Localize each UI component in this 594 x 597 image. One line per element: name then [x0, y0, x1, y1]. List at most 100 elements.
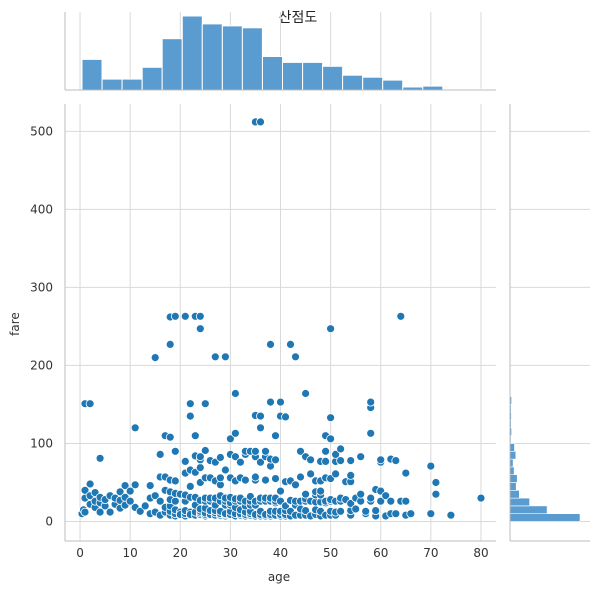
scatter-point [180, 311, 190, 321]
scatter-point [95, 507, 105, 517]
chart-title: 산점도 [279, 10, 318, 26]
scatter-point [401, 496, 411, 506]
scatter-grid [65, 104, 496, 541]
scatter-point [346, 470, 356, 480]
scatter-point [250, 446, 260, 456]
scatter-point [170, 476, 180, 486]
age-histogram-bar [181, 15, 203, 91]
fare-histogram-bar [509, 489, 520, 499]
scatter-point [150, 491, 160, 501]
scatter-point [271, 431, 280, 441]
scatter-point [165, 432, 175, 442]
scatter-point [336, 444, 346, 454]
scatter-point [256, 457, 265, 467]
scatter-point [220, 465, 230, 475]
age-histogram-bar [342, 74, 364, 91]
age-marginal-histogram [79, 12, 484, 91]
x-tick-label: 40 [273, 546, 288, 560]
scatter-point [266, 397, 275, 407]
scatter-point [95, 453, 105, 463]
scatter-point [291, 352, 300, 362]
age-histogram-bar [302, 61, 324, 91]
scatter-point [336, 456, 346, 466]
scatter-point [125, 486, 135, 496]
scatter-point [326, 413, 336, 423]
scatter-point [230, 452, 240, 462]
fare-histogram-bar [509, 443, 515, 452]
scatter-point [256, 423, 265, 433]
scatter-point [316, 486, 326, 496]
scatter-point [306, 469, 316, 479]
scatter-point [271, 474, 280, 484]
scatter-point [376, 455, 386, 465]
age-histogram-bar [201, 23, 223, 91]
scatter-point [185, 411, 195, 421]
age-histogram-bar [382, 79, 404, 91]
scatter-point [376, 496, 386, 506]
y-tick-label: 200 [30, 358, 53, 372]
axes: 0 10 20 30 40 50 60 70 80 0 100 200 300 400 500 [30, 12, 590, 560]
scatter-point [296, 446, 305, 456]
scatter-point [406, 509, 416, 519]
y-tick-label: 500 [30, 124, 53, 138]
scatter-point [351, 504, 361, 514]
scatter-point [336, 506, 346, 516]
scatter-point [225, 434, 235, 444]
scatter-point [326, 324, 336, 334]
scatter-point [170, 496, 180, 506]
scatter-point [391, 509, 401, 519]
scatter-point [135, 506, 145, 516]
scatter-point [301, 506, 311, 516]
x-tick-label: 0 [76, 546, 84, 560]
fare-histogram-bar [509, 497, 530, 507]
scatter-point [195, 452, 205, 462]
scatter-point [230, 389, 240, 398]
x-tick-label: 80 [473, 546, 488, 560]
scatter-point [431, 478, 441, 487]
scatter-point [120, 481, 130, 491]
scatter-point [220, 352, 230, 362]
age-histogram-bar [282, 61, 303, 91]
age-histogram-bar [241, 27, 263, 91]
scatter-point [381, 491, 391, 501]
y-tick-label: 400 [30, 202, 53, 216]
scatter-point [426, 509, 436, 519]
scatter-point [331, 449, 341, 459]
y-tick-label: 300 [30, 280, 53, 294]
scatter-point [346, 499, 356, 508]
scatter-point [256, 117, 265, 127]
age-histogram-bar [121, 78, 143, 91]
scatter-point [230, 428, 240, 438]
scatter-point [276, 397, 285, 407]
scatter-point [356, 452, 366, 462]
fare-histogram-bar [509, 482, 517, 491]
scatter-point [125, 496, 135, 506]
scatter-point [476, 493, 486, 503]
scatter-point [271, 455, 280, 465]
scatter-point [240, 475, 250, 485]
y-tick-label: 100 [30, 436, 53, 450]
scatter-point [155, 496, 165, 506]
scatter-point [261, 446, 270, 456]
scatter-point [180, 456, 190, 466]
x-tick-label: 30 [223, 546, 238, 560]
scatter-point [145, 481, 155, 491]
age-histogram-bar [161, 38, 183, 91]
scatter-point [266, 339, 275, 349]
fare-histogram-bar [509, 513, 581, 522]
scatter-point [115, 487, 125, 497]
scatter-point [301, 389, 311, 398]
x-axis-label: age [268, 570, 290, 584]
age-histogram-bar [362, 76, 384, 91]
scatter-point [291, 480, 300, 490]
scatter-point [195, 324, 205, 334]
scatter-point [200, 446, 210, 455]
scatter-point [80, 485, 90, 495]
scatter-point [170, 446, 180, 456]
age-histogram-bar [422, 85, 444, 91]
scatter-point [366, 397, 376, 407]
scatter-point [286, 339, 295, 349]
age-histogram-bar [262, 56, 283, 91]
